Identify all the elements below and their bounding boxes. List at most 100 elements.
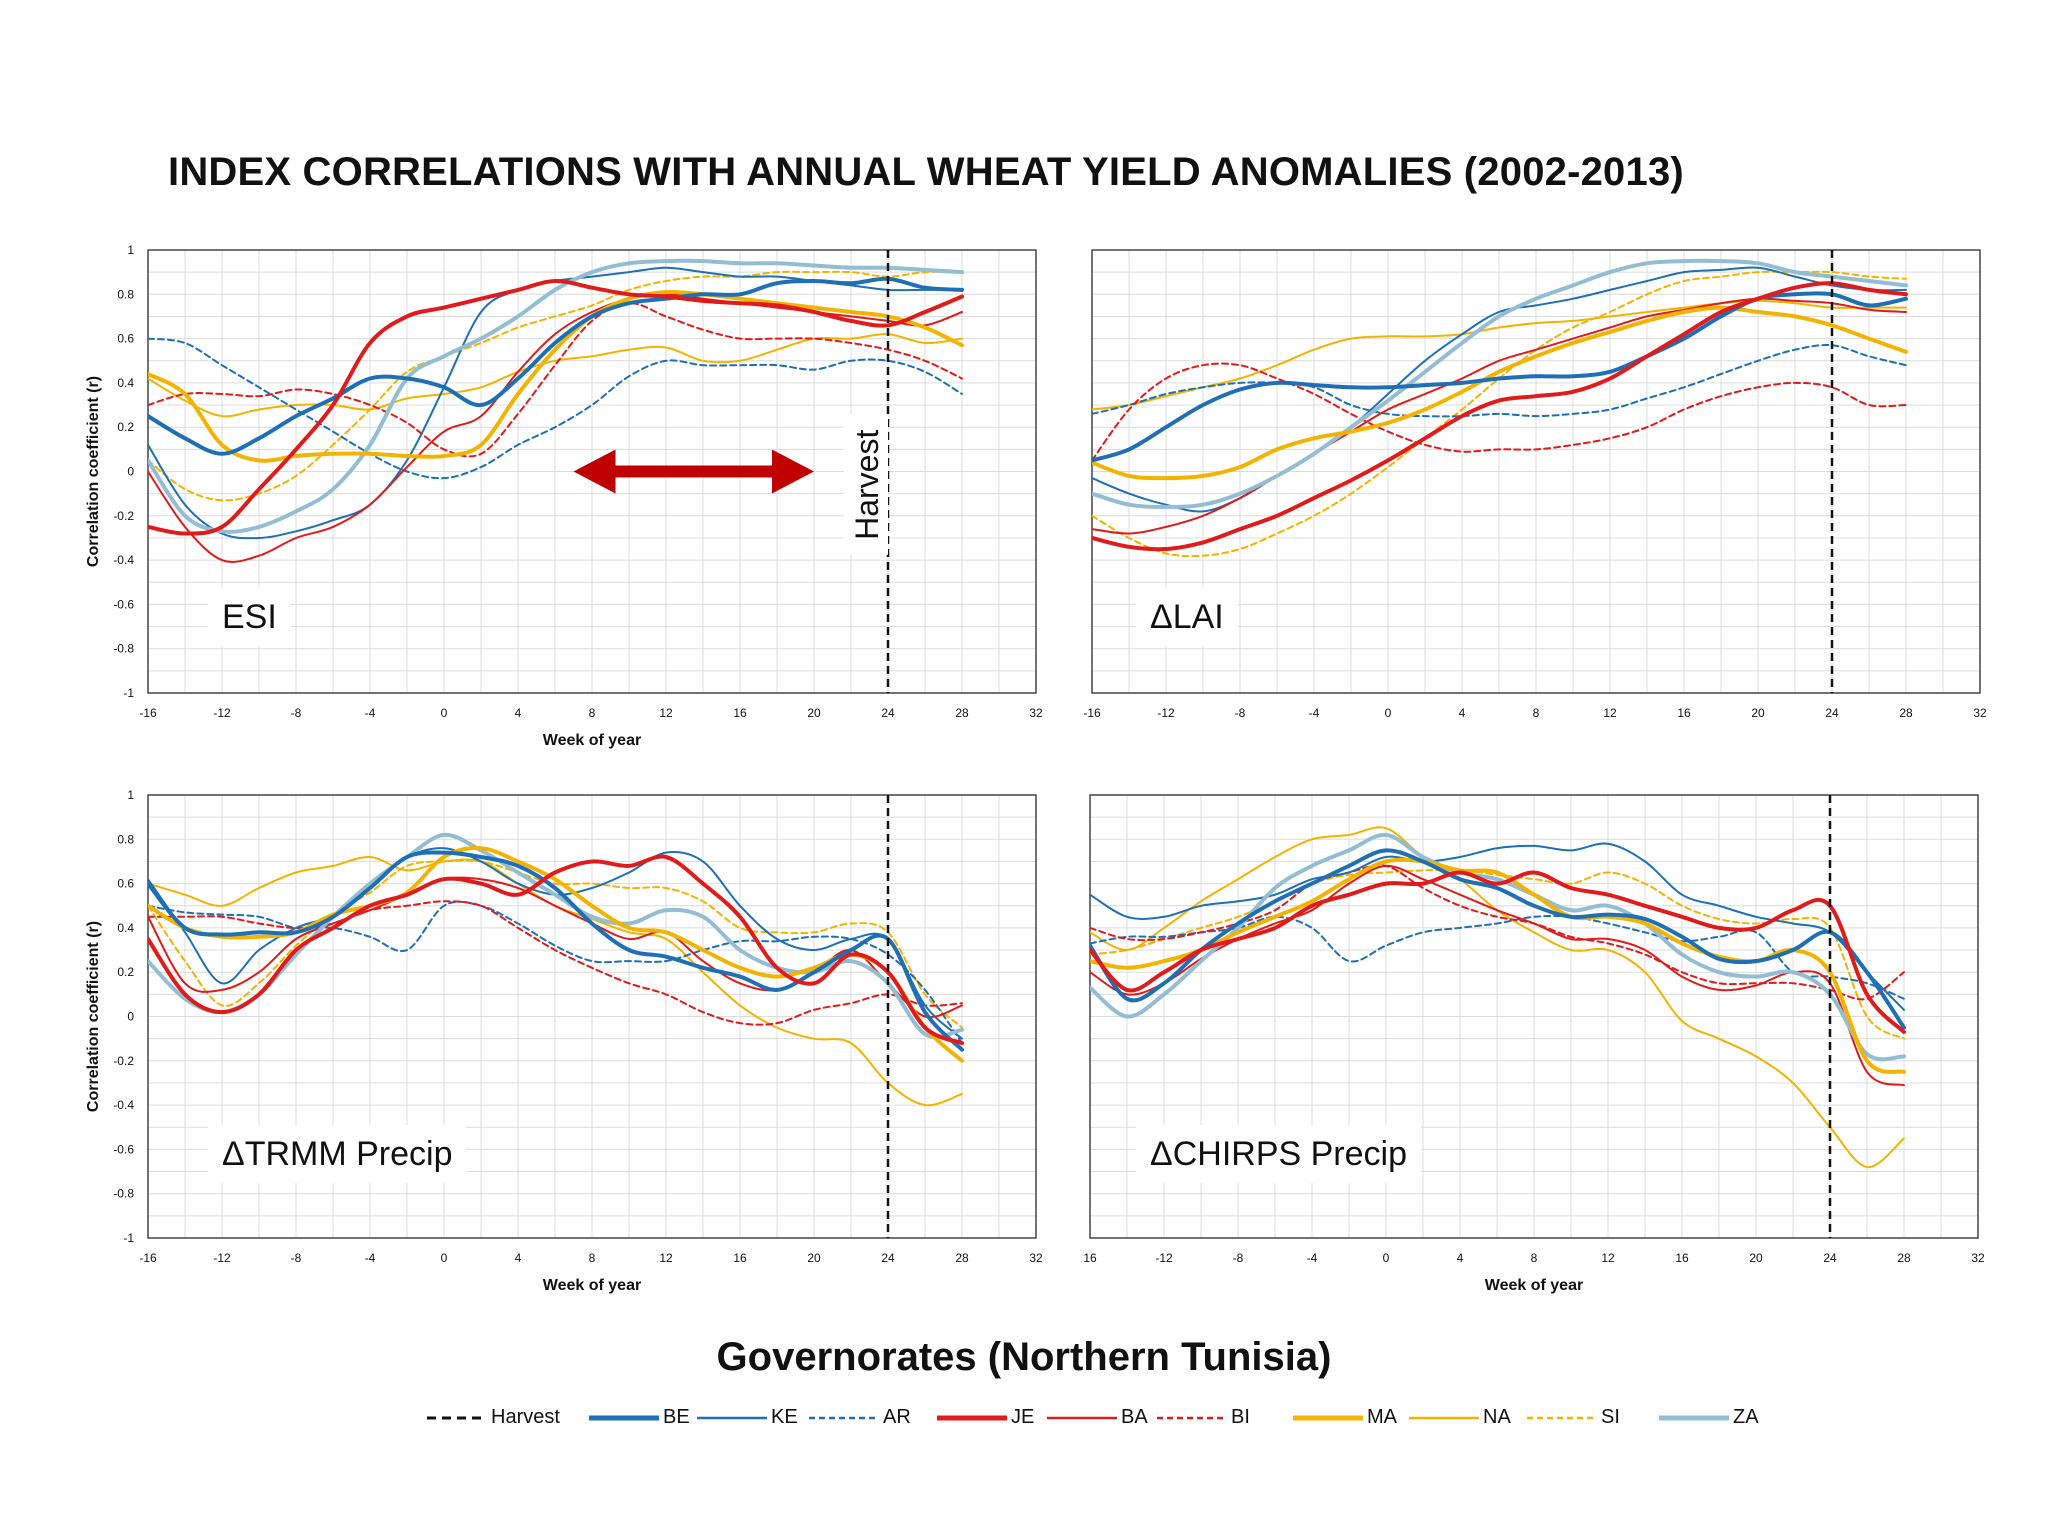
x-tick-label: 12 — [1601, 1251, 1615, 1265]
x-tick-label: -8 — [1235, 706, 1246, 720]
trmm-chart-panel: -16 -12 -8 -4 0 4 8 12 16 20 24 28 32 1 0.8 0.6 0.4 0.2 0 -… — [85, 788, 1043, 1294]
series-line-be — [1090, 848, 1906, 1030]
legend-swatch — [1157, 1416, 1227, 1420]
legend-label: AR — [883, 1406, 911, 1428]
y-tick-label: 1 — [127, 243, 134, 257]
x-tick-label: -12 — [213, 706, 231, 720]
plot-frame — [147, 794, 1037, 1239]
legend-label: BA — [1121, 1406, 1148, 1428]
y-tick-label: -0.4 — [113, 553, 134, 567]
series-line-ma — [1092, 305, 1908, 481]
x-tick-label: 12 — [1603, 706, 1617, 720]
series-group — [148, 258, 964, 563]
x-tick-label: 20 — [807, 1251, 821, 1265]
panel-label-bg — [1136, 1125, 1421, 1183]
series-line-je — [1090, 870, 1906, 1034]
x-tick-label: 28 — [1899, 706, 1913, 720]
legend-swatch — [1409, 1416, 1479, 1420]
x-tick-label: -4 — [1309, 706, 1320, 720]
y-tick-label: 0.8 — [117, 287, 134, 301]
x-tick-label: 16 — [1083, 1251, 1097, 1265]
y-tick-label: 1 — [127, 788, 134, 802]
x-tick-label: 24 — [881, 1251, 895, 1265]
series-line-na — [148, 333, 963, 418]
x-tick-label: -16 — [1083, 706, 1101, 720]
y-tick-label: 0.6 — [117, 332, 134, 346]
panel-label-trmm: ΔTRMM Precip — [222, 1135, 453, 1173]
x-axis-label: Week of year — [1485, 1277, 1583, 1294]
y-tick-label: 0.6 — [117, 877, 134, 891]
x-tick-label: -12 — [1157, 706, 1175, 720]
series-line-je — [148, 278, 964, 536]
y-tick-label: -0.8 — [113, 1187, 134, 1201]
x-tick-label: 8 — [589, 706, 596, 720]
series-line-je — [1092, 281, 1908, 552]
x-tick-label: 28 — [955, 1251, 969, 1265]
series-line-si — [148, 859, 963, 1029]
plot-frame — [1091, 249, 1981, 694]
x-tick-label: 32 — [1973, 706, 1987, 720]
panel-label-bg — [208, 1125, 467, 1183]
legend-swatch — [1659, 1415, 1729, 1421]
y-tick-label: -1 — [123, 1231, 134, 1245]
legend-label: KE — [771, 1406, 798, 1428]
legend-label: Harvest — [491, 1406, 560, 1428]
x-tick-label: 20 — [1749, 1251, 1763, 1265]
series-line-ar — [148, 337, 963, 480]
x-tick-label: 20 — [1751, 706, 1765, 720]
legend-label: ZA — [1733, 1406, 1759, 1428]
y-tick-label: 0 — [127, 465, 134, 479]
x-tick-label: 32 — [1029, 1251, 1043, 1265]
series-line-za — [1092, 258, 1908, 509]
series-line-je — [148, 854, 964, 1046]
x-tick-label: 4 — [515, 1251, 522, 1265]
y-tick-label: 0.2 — [117, 965, 134, 979]
series-line-za — [148, 258, 964, 534]
x-tick-label: -4 — [365, 706, 376, 720]
series-line-ar — [1092, 343, 1907, 418]
x-tick-label: 16 — [733, 1251, 747, 1265]
legend-swatch — [589, 1415, 659, 1421]
x-tick-label: 16 — [1677, 706, 1691, 720]
y-tick-label: -0.2 — [113, 509, 134, 523]
x-tick-label: 4 — [1457, 1251, 1464, 1265]
series-line-za — [148, 832, 964, 1039]
y-tick-label: 0.4 — [117, 921, 134, 935]
x-tick-label: -12 — [1155, 1251, 1173, 1265]
x-tick-label: 32 — [1971, 1251, 1985, 1265]
x-tick-label: 0 — [1383, 1251, 1390, 1265]
x-tick-label: -12 — [213, 1251, 231, 1265]
x-tick-label: 28 — [1897, 1251, 1911, 1265]
x-tick-label: -16 — [139, 1251, 157, 1265]
series-line-bi — [148, 302, 963, 458]
x-tick-label: 24 — [1823, 1251, 1837, 1265]
series-group — [148, 832, 964, 1107]
series-line-ar — [1090, 914, 1905, 1000]
series-line-bi — [1092, 362, 1907, 462]
x-tick-label: -16 — [139, 706, 157, 720]
legend: Harvest BE KE AR JE BA BI MA NA SI ZA — [425, 1400, 1759, 1436]
series-line-be — [148, 276, 964, 456]
x-tick-label: 28 — [955, 706, 969, 720]
y-tick-label: -0.8 — [113, 642, 134, 656]
panel-label-lai: ΔLAI — [1150, 598, 1224, 636]
y-tick-label: -0.6 — [113, 1142, 134, 1156]
legend-label: NA — [1483, 1406, 1511, 1428]
lai-chart-panel: -16 -12 -8 -4 0 4 8 12 16 20 24 28 32 ΔLAI — [1083, 249, 1987, 720]
legend-swatch — [1527, 1416, 1597, 1420]
series-line-si — [148, 270, 963, 502]
panel-label-chirps: ΔCHIRPS Precip — [1150, 1135, 1407, 1173]
legend-swatch — [1047, 1416, 1117, 1420]
y-tick-label: 0.8 — [117, 832, 134, 846]
x-tick-label: 0 — [441, 706, 448, 720]
plot-frame — [1089, 794, 1979, 1239]
x-tick-label: 24 — [881, 706, 895, 720]
series-line-ke — [1090, 842, 1905, 1011]
x-tick-label: 24 — [1825, 706, 1839, 720]
y-tick-label: -0.2 — [113, 1054, 134, 1068]
legend-swatch — [809, 1416, 879, 1420]
y-tick-label: 0.4 — [117, 376, 134, 390]
governorates-title: Governorates (Northern Tunisia) — [716, 1335, 1332, 1379]
x-tick-label: 12 — [659, 706, 673, 720]
